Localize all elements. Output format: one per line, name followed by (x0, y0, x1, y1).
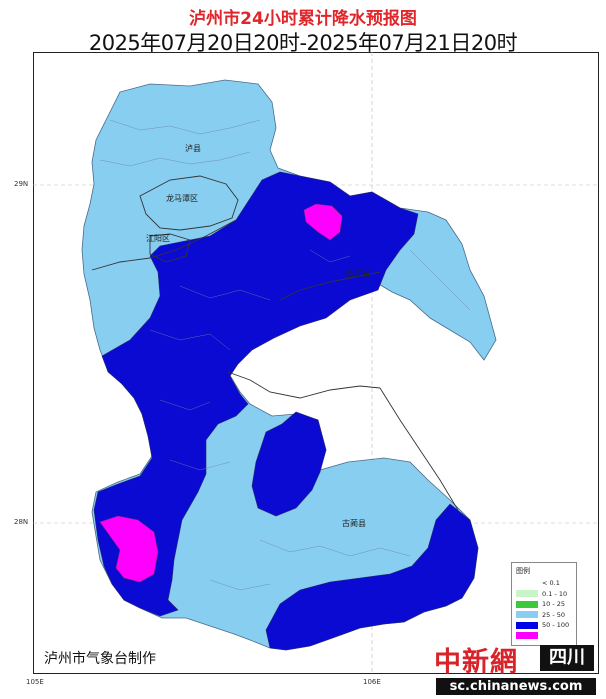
legend-item: 0.1 - 10 (512, 589, 576, 600)
legend-swatch (516, 621, 538, 629)
legend-item: 25 - 50 (512, 610, 576, 621)
place-hejiang: 合江县 (346, 269, 370, 278)
lat-label-28n: 28N (14, 518, 29, 526)
map-subtitle: 2025年07月20日20时-2025年07月21日20时 (88, 31, 518, 55)
legend-swatch (516, 590, 538, 598)
place-gulin: 古蔺县 (342, 519, 366, 528)
map-title: 泸州市24小时累计降水预报图 (189, 9, 417, 29)
lon-label-105e: 105E (26, 678, 44, 686)
watermark-region: 四川 (540, 645, 594, 671)
region-50-100-inner (251, 411, 327, 517)
district-boundaries (91, 175, 459, 511)
watermark: 中新網 四川 sc.chinanews.com (430, 640, 600, 696)
legend-item: < 0.1 (512, 578, 576, 589)
legend-label: 25 - 50 (542, 610, 566, 619)
legend-label: 50 - 100 (542, 621, 570, 630)
legend-swatch (516, 632, 538, 640)
region-100-plus-north (303, 203, 343, 241)
legend-swatch (516, 600, 538, 608)
legend-swatch (516, 579, 538, 587)
watermark-logo: 中新網 (434, 647, 518, 678)
legend-label: 10 - 25 (542, 600, 566, 609)
region-50-100-south (265, 503, 479, 651)
legend-label: 0.1 - 10 (542, 589, 568, 598)
legend-swatch (516, 611, 538, 619)
place-longmatan: 龙马潭区 (166, 194, 198, 203)
legend-title: 图例 (516, 567, 530, 575)
region-50-100 (93, 171, 419, 617)
township-boundaries (99, 119, 471, 591)
watermark-url: sc.chinanews.com (436, 678, 596, 695)
lon-label-106e: 106E (363, 678, 381, 686)
place-jiangyang: 江阳区 (146, 234, 170, 243)
legend-item (512, 631, 576, 642)
lat-label-29n: 29N (14, 180, 29, 188)
legend-item: 50 - 100 (512, 620, 576, 631)
region-100-plus-south (99, 515, 159, 583)
place-luxian: 泸县 (185, 144, 201, 153)
legend-label: < 0.1 (542, 579, 560, 588)
issuer-credit: 泸州市气象台制作 (44, 651, 156, 667)
legend-item: 10 - 25 (512, 599, 576, 610)
legend: 图例 < 0.1 0.1 - 10 10 - 25 25 - 50 50 - 1… (511, 562, 577, 646)
